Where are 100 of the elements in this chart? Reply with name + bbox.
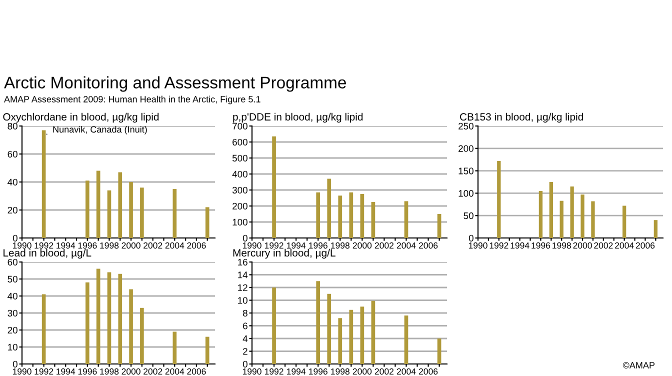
y-tick-label: 30 — [8, 310, 18, 317]
bar — [129, 182, 133, 238]
bar — [549, 182, 553, 238]
x-tick-label: 2004 — [165, 368, 184, 375]
bar — [538, 190, 543, 238]
x-tick-label: 2004 — [165, 242, 184, 249]
bar — [349, 192, 354, 238]
x-tick-label: 1996 — [309, 242, 328, 249]
x-tick-label: 2002 — [374, 368, 394, 375]
y-tick-label: 40 — [8, 292, 18, 300]
bar — [140, 308, 144, 364]
bar — [437, 214, 442, 238]
y-tick-label: 2 — [243, 348, 248, 355]
y-tick-label: 0 — [12, 360, 18, 368]
y-tick-label: 40 — [8, 178, 18, 186]
bar — [96, 170, 100, 238]
bar — [205, 336, 210, 364]
y-tick-label: 50 — [464, 212, 474, 220]
annotation: Nunavik, Canada (Inuit) — [53, 126, 147, 134]
chart-title: CB153 in blood, µg/kg lipid — [460, 112, 583, 123]
bar — [654, 220, 658, 238]
x-tick-label: 1996 — [78, 368, 97, 375]
x-tick-label: 2000 — [352, 242, 372, 249]
bar — [86, 282, 90, 364]
x-tick-label: 1992 — [264, 242, 284, 249]
y-tick-label: 8 — [242, 310, 248, 317]
bar — [622, 206, 626, 238]
bar — [107, 190, 112, 238]
x-tick-label: 1996 — [78, 242, 97, 249]
x-tick-label: 2000 — [573, 242, 592, 249]
y-tick-label: 10 — [238, 297, 248, 304]
x-tick-label: 2006 — [187, 368, 206, 375]
bar — [172, 332, 177, 364]
x-tick-label: 2004 — [396, 368, 416, 375]
bar — [497, 160, 501, 238]
bar — [371, 300, 376, 364]
bar — [338, 196, 342, 238]
y-tick-label: 700 — [232, 122, 248, 130]
x-tick-label: 1998 — [331, 242, 350, 249]
y-tick-label: 16 — [238, 258, 248, 266]
y-tick-label: 0 — [242, 234, 248, 242]
bar — [371, 202, 376, 238]
x-tick-label: 1998 — [552, 242, 571, 249]
x-tick-label: 2006 — [636, 242, 655, 249]
y-tick-label: 400 — [232, 170, 248, 178]
y-tick-label: 14 — [238, 272, 248, 278]
x-tick-label: 1994 — [510, 242, 530, 249]
x-tick-label: 1994 — [287, 368, 306, 375]
y-tick-label: 200 — [458, 145, 474, 152]
x-tick-label: 1996 — [532, 242, 550, 249]
bar — [327, 178, 332, 238]
x-tick-label: 1992 — [490, 242, 508, 249]
y-tick-label: 250 — [458, 122, 474, 130]
x-tick-label: 1994 — [287, 242, 306, 249]
y-tick-label: 20 — [8, 326, 18, 334]
x-tick-label: 1990 — [242, 368, 262, 375]
x-tick-label: 1992 — [34, 242, 54, 249]
bar — [172, 189, 177, 238]
x-tick-label: 2004 — [615, 242, 634, 249]
bar — [96, 268, 100, 364]
bar — [437, 338, 442, 364]
x-tick-label: 1994 — [56, 242, 76, 249]
bar — [140, 188, 144, 238]
x-tick-label: 2000 — [122, 368, 140, 375]
x-tick-label: 1990 — [242, 242, 262, 249]
y-tick-label: 200 — [232, 202, 248, 210]
x-tick-label: 1992 — [264, 368, 284, 375]
y-tick-label: 0 — [468, 234, 474, 242]
y-tick-label: 100 — [458, 190, 474, 197]
x-tick-label: 2002 — [144, 242, 162, 249]
bar — [272, 136, 276, 238]
x-tick-label: 2002 — [594, 242, 613, 249]
x-tick-label: 1998 — [100, 368, 119, 375]
y-tick-label: 300 — [232, 186, 248, 194]
x-tick-label: 1990 — [12, 368, 32, 375]
x-tick-label: 1990 — [468, 242, 488, 249]
text: ©AMAP — [622, 362, 655, 368]
x-tick-label: 2004 — [396, 242, 416, 249]
x-tick-label: 2000 — [122, 242, 140, 249]
chart-subtitle: AMAP Assessment 2009: Human Health in the Arctic, Figure 5.1 — [4, 96, 260, 104]
y-tick-label: 50 — [8, 276, 18, 283]
bar — [316, 281, 320, 364]
bar — [570, 186, 574, 238]
x-tick-label: 1998 — [331, 368, 350, 375]
x-tick-label: 2006 — [418, 368, 438, 375]
bar — [118, 274, 122, 364]
chart-title: Oxychlordane in blood, µg/kg lipid — [3, 112, 159, 123]
y-tick-label: 500 — [232, 154, 248, 162]
chart-title: Lead in blood, µg/L — [4, 248, 92, 259]
bar — [591, 201, 595, 238]
y-tick-label: 150 — [458, 168, 474, 174]
bar — [560, 200, 564, 238]
bar — [118, 172, 122, 238]
y-tick-label: 12 — [238, 284, 248, 291]
x-tick-label: 2006 — [187, 242, 206, 249]
bar — [42, 294, 46, 364]
x-tick-label: 2006 — [418, 242, 438, 249]
x-tick-label: 1994 — [56, 368, 76, 375]
bar — [272, 288, 276, 364]
bar — [205, 207, 210, 238]
